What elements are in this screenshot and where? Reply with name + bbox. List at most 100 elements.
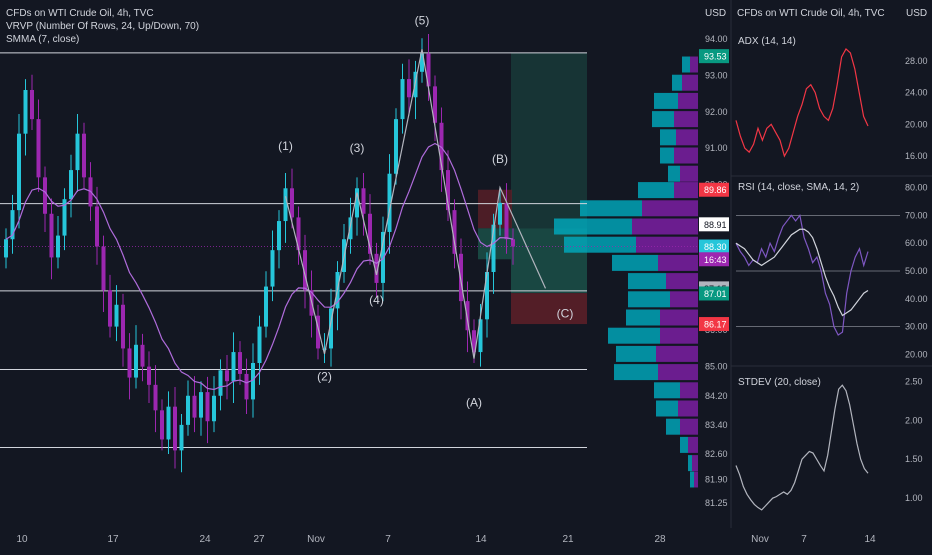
- candle-body: [381, 231, 385, 283]
- candle-body: [49, 213, 54, 258]
- price-tag-bg: [699, 286, 729, 301]
- candle-body: [160, 410, 164, 440]
- candle-body: [231, 352, 236, 382]
- wave-label: (5): [415, 13, 430, 27]
- candle-body: [316, 315, 320, 349]
- panel-time-axis-tick: 14: [864, 534, 876, 545]
- price-tag-label: 87.01: [704, 289, 727, 299]
- volume-profile-down-bar: [680, 165, 698, 182]
- price-tag-bg: [699, 49, 729, 64]
- candle-body: [368, 213, 372, 254]
- candle-body: [225, 370, 229, 382]
- volume-profile-down-bar: [676, 129, 698, 146]
- candle-body: [257, 326, 262, 363]
- price-tag-bg: [699, 182, 729, 197]
- price-axis-tick: 92.00: [705, 107, 728, 117]
- price-tag-label: 89.86: [704, 185, 727, 195]
- candle-body: [114, 304, 119, 327]
- price-tag-bg: [699, 252, 729, 267]
- elliott-wave-path: [284, 49, 547, 359]
- rsi-axis-tick: 80.00: [905, 183, 928, 193]
- price-axis-tick: 85.00: [705, 362, 728, 372]
- smma-indicator-label[interactable]: SMMA (7, close): [6, 34, 80, 45]
- adx-axis-tick: 24.00: [905, 88, 928, 98]
- price-axis-tick: 81.25: [705, 498, 728, 508]
- vrvp-indicator-label[interactable]: VRVP (Number Of Rows, 24, Up/Down, 70): [6, 21, 200, 32]
- candle-body: [459, 253, 463, 302]
- stdev-axis-tick: 2.00: [905, 415, 923, 425]
- candle-body: [465, 301, 470, 331]
- candle-body: [166, 406, 171, 440]
- candle-body: [23, 90, 28, 134]
- volume-profile-up-bar: [564, 236, 636, 253]
- volume-profile-down-bar: [674, 182, 698, 199]
- indicator-line: [735, 48, 869, 158]
- indicator-title: STDEV (20, close): [738, 377, 821, 388]
- price-axis-tick: 83.40: [705, 420, 728, 430]
- stdev-axis-tick: 2.50: [905, 376, 923, 386]
- indicator-title: RSI (14, close, SMA, 14, 2): [738, 182, 859, 193]
- stdev-axis-tick: 1.50: [905, 454, 923, 464]
- volume-profile-up-bar: [638, 182, 674, 199]
- volume-profile-up-bar: [628, 291, 670, 308]
- price-tag-bg: [699, 317, 729, 332]
- wave-label: (C): [557, 307, 574, 321]
- volume-profile-down-bar: [656, 345, 698, 362]
- candle-body: [400, 79, 405, 120]
- adx-axis-tick: 28.00: [905, 56, 928, 66]
- price-tag-label: 88.30: [704, 242, 727, 252]
- candle-body: [290, 188, 294, 218]
- indicator-line: [735, 213, 869, 336]
- candle-body: [173, 406, 177, 451]
- volume-profile-down-bar: [678, 92, 698, 109]
- volume-profile-down-bar: [636, 236, 698, 253]
- candle-body: [426, 53, 431, 87]
- time-axis-tick: 21: [562, 534, 574, 545]
- volume-profile-up-bar: [688, 455, 692, 472]
- candle-body: [374, 253, 379, 283]
- price-tag-bg: [699, 217, 729, 232]
- volume-profile-up-bar: [614, 364, 658, 381]
- volume-profile-down-bar: [660, 327, 698, 344]
- price-axis-tick: 94.00: [705, 34, 728, 44]
- main-legend: CFDs on WTI Crude Oil, 4h, TVC VRVP (Num…: [6, 7, 199, 46]
- candle-body: [452, 210, 457, 254]
- candle-body: [127, 348, 132, 378]
- price-axis-tick: 93.00: [705, 70, 728, 80]
- time-axis-tick: 10: [16, 534, 28, 545]
- candle-body: [62, 199, 67, 236]
- price-tag-label: 86.17: [704, 320, 727, 330]
- candle-body: [108, 290, 112, 327]
- symbol-title[interactable]: CFDs on WTI Crude Oil, 4h, TVC: [6, 8, 154, 19]
- volume-profile-down-bar: [682, 74, 698, 91]
- volume-profile-up-bar: [668, 165, 680, 182]
- candle-body: [56, 235, 60, 258]
- price-axis-tick: 84.20: [705, 391, 728, 401]
- candle-body: [212, 395, 216, 422]
- volume-profile-down-bar: [632, 218, 698, 235]
- candle-body: [140, 344, 145, 367]
- candles-layer: [4, 33, 515, 473]
- candle-body: [192, 395, 197, 418]
- volume-profile-down-bar: [674, 147, 698, 164]
- candle-body: [121, 304, 125, 349]
- time-axis-tick: 24: [199, 534, 211, 545]
- candle-body: [218, 370, 223, 396]
- candle-body: [413, 71, 418, 98]
- volume-profile-down-bar: [666, 273, 698, 290]
- volume-profile-down-bar: [658, 254, 698, 271]
- candle-body: [179, 424, 184, 451]
- candle-body: [244, 373, 249, 400]
- volume-profile-down-bar: [658, 364, 698, 381]
- candle-body: [296, 217, 301, 251]
- volume-profile-down-bar: [680, 382, 698, 399]
- main-currency-label: USD: [705, 8, 727, 19]
- wave-label: (A): [466, 396, 482, 410]
- rsi-axis-tick: 40.00: [905, 294, 928, 304]
- candle-body: [251, 363, 255, 400]
- adx-axis-tick: 20.00: [905, 119, 928, 129]
- candle-body: [433, 86, 437, 123]
- price-tag-label: 93.53: [704, 52, 727, 62]
- wave-label: (2): [317, 369, 332, 383]
